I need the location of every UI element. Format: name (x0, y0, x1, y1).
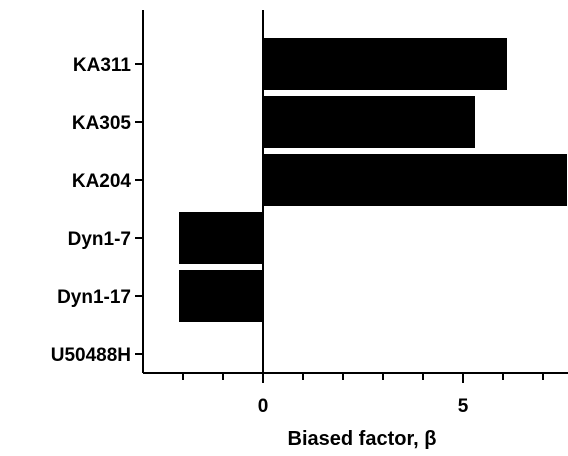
bar-ka305 (263, 96, 475, 148)
bar-dyn1-17 (179, 270, 263, 322)
bar-ka311 (263, 38, 507, 90)
bars-group (179, 38, 567, 322)
y-ticks-group: KA311 KA305 KA204 Dyn1-7 Dyn1-17 U50488H (51, 55, 143, 366)
y-tick-label: Dyn1-17 (57, 287, 131, 308)
x-axis-title: Biased factor, β (288, 428, 437, 450)
bar-ka204 (263, 154, 567, 206)
x-tick-label: 0 (258, 396, 269, 417)
y-tick-label: KA204 (72, 171, 132, 192)
x-tick-label: 5 (458, 396, 469, 417)
y-tick-label: U50488H (51, 345, 131, 366)
y-tick-label: Dyn1-7 (68, 229, 131, 250)
y-tick-label: KA311 (73, 55, 132, 76)
bar-dyn1-7 (179, 212, 263, 264)
y-tick-label: KA305 (72, 113, 132, 134)
